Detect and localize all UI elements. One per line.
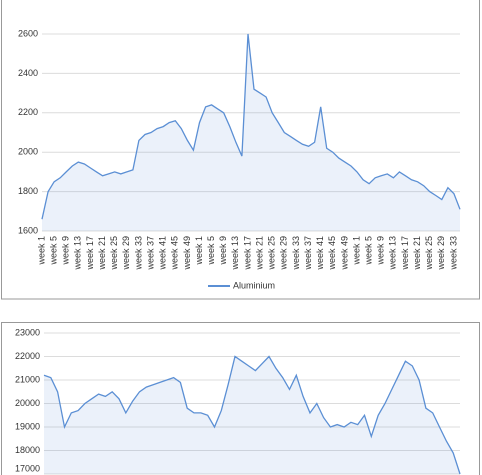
area (44, 356, 460, 474)
y-tick-label: 2000 (18, 147, 38, 157)
x-tick-label: week 5 (364, 236, 374, 266)
x-tick-label: week 29 (436, 236, 446, 271)
chart-frame (1, 322, 480, 475)
line (43, 355, 461, 475)
x-tick-label: week 49 (339, 236, 349, 271)
y-tick-label: 1800 (18, 186, 38, 196)
x-tick-label: week 29 (279, 236, 289, 271)
y-tick-label: 2200 (18, 107, 38, 117)
x-tick-label: week 37 (145, 236, 155, 271)
x-tick-label: week 25 (424, 236, 434, 271)
legend-label: Aluminium (233, 280, 275, 290)
x-tick-label: week 45 (327, 236, 337, 271)
chart-frame (1, 0, 480, 300)
x-tick-label: week 25 (267, 236, 277, 271)
x-tick-label: week 33 (133, 236, 143, 271)
line (41, 33, 461, 220)
x-tick-label: week 13 (73, 236, 83, 271)
y-tick-label: 20000 (15, 398, 40, 408)
x-tick-label: week 13 (230, 236, 240, 271)
x-tick-label: week 21 (412, 236, 422, 271)
y-tick-label: 18000 (15, 445, 40, 455)
x-tick-label: week 9 (61, 236, 71, 266)
y-tick-label: 1600 (18, 225, 38, 235)
x-tick-label: week 45 (170, 236, 180, 271)
x-tick-label: week 37 (303, 236, 313, 271)
x-tick-label: week 17 (242, 236, 252, 271)
y-tick-label: 21000 (15, 374, 40, 384)
x-tick-label: week 17 (85, 236, 95, 271)
x-tick-label: week 49 (182, 236, 192, 271)
x-tick-label: week 1 (36, 236, 46, 266)
x-tick-label: week 21 (254, 236, 264, 271)
y-tick-label: 2600 (18, 28, 38, 38)
x-tick-label: week 29 (121, 236, 131, 271)
x-tick-label: week 5 (48, 236, 58, 266)
x-tick-label: week 25 (109, 236, 119, 271)
y-tick-label: 22000 (15, 351, 40, 361)
y-tick-label: 2400 (18, 68, 38, 78)
x-tick-label: week 9 (376, 236, 386, 266)
x-tick-label: week 41 (158, 236, 168, 271)
y-tick-label: 23000 (15, 327, 40, 337)
x-tick-label: week 41 (315, 236, 325, 271)
x-tick-label: week 33 (291, 236, 301, 271)
x-tick-label: week 13 (388, 236, 398, 271)
x-tick-label: week 1 (194, 236, 204, 266)
x-tick-label: week 5 (206, 236, 216, 266)
x-tick-label: week 33 (448, 236, 458, 271)
y-tick-label: 17000 (15, 463, 40, 473)
y-tick-label: 19000 (15, 421, 40, 431)
x-tick-label: week 21 (97, 236, 107, 271)
x-tick-label: week 1 (351, 236, 361, 266)
area (42, 34, 460, 231)
x-tick-label: week 9 (218, 236, 228, 266)
x-tick-label: week 17 (400, 236, 410, 271)
